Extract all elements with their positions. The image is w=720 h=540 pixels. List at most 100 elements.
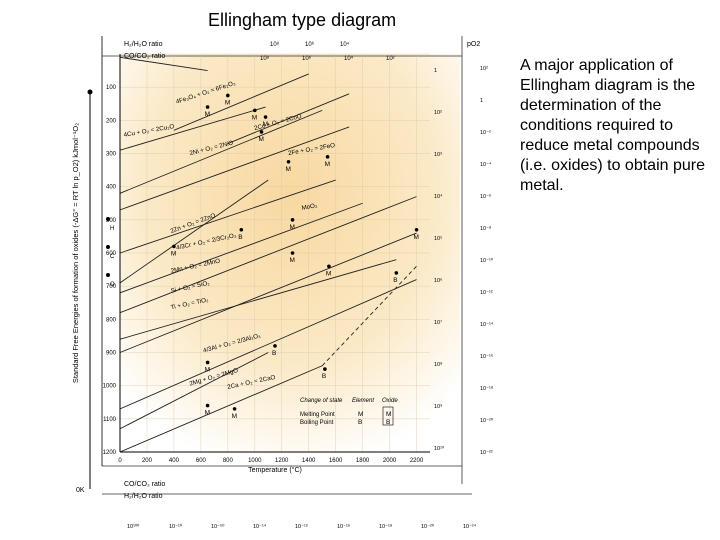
y-tick-label: 1000 [103, 384, 117, 390]
state-change-dot [263, 115, 268, 119]
right-scale-a-tick: 10⁻⁴ [480, 161, 492, 168]
state-change-dot [172, 244, 176, 249]
legend-oxide-symbol: M [386, 411, 391, 418]
right-scale-b-tick: 10² [434, 110, 442, 116]
state-change-dot [325, 155, 330, 159]
left-marker-dot [106, 245, 110, 249]
state-change-dot [205, 105, 210, 109]
right-scale-b-tick: 10³ [434, 152, 442, 158]
state-change-marker: M [225, 99, 230, 106]
left-marker-label: O [110, 282, 115, 288]
x-tick-label: 800 [223, 458, 234, 464]
state-change-marker: B [272, 350, 276, 357]
x-tick-label: 0 [118, 458, 122, 464]
right-scale-a-tick: 10⁻¹⁸ [480, 385, 493, 392]
x-tick-label: 600 [196, 458, 207, 464]
bottom-co-ratio-label: CO/CO₂ ratio [124, 481, 165, 488]
reaction-line [119, 179, 269, 284]
right-scale-a-tick: 10⁻⁶ [480, 193, 491, 200]
left-marker-dot [106, 217, 110, 221]
right-scale-a-tick: 10⁻¹⁴ [480, 321, 494, 328]
state-change-marker: M [232, 413, 237, 420]
state-change-dot [252, 108, 257, 113]
right-scale-a-tick: 10⁻¹⁰ [480, 257, 494, 264]
state-change-marker: B [238, 234, 242, 241]
state-change-marker: M [205, 366, 210, 373]
x-tick-label: 200 [142, 458, 153, 464]
right-scale-a-tick: 10⁻² [480, 130, 491, 136]
reaction-line [119, 196, 417, 314]
reaction-line [227, 93, 350, 144]
zero-k-label: 0K [76, 487, 85, 494]
right-scale-b-tick: 10¹⁰ [434, 445, 445, 452]
reaction-line [119, 109, 323, 194]
legend-row-label: Melting Point [300, 412, 335, 418]
state-change-dot [259, 130, 264, 134]
slide-title: Ellingham type diagram [208, 10, 397, 30]
ellingham-diagram: 0 200 400 600 800 1000 1200 1400 1600 1800 2000 220… [71, 36, 494, 530]
y-tick-label: 300 [106, 152, 117, 158]
state-change-marker: M [285, 166, 290, 173]
reaction-line [119, 126, 350, 211]
state-change-marker: M [414, 234, 419, 241]
right-scale-b-tick: 10⁷ [434, 319, 442, 326]
bottom-h2-ratio-label: H₂/H₂O ratio [124, 493, 163, 500]
x-tick-label: 1600 [329, 458, 343, 464]
state-change-dot [205, 403, 210, 408]
top-co-tick: 10² [386, 56, 395, 62]
state-change-marker: M [205, 111, 210, 118]
reaction-label: MoO₂ [301, 202, 318, 212]
top-co-tick: 10⁶ [302, 55, 312, 62]
reaction-line [119, 352, 269, 430]
y-tick-label: 1100 [103, 417, 117, 423]
description-text: A major application of Ellingham diagram… [520, 57, 705, 194]
axes: 0 200 400 600 800 1000 1200 1400 1600 1800 2000 220… [71, 54, 494, 494]
y-tick-label: 400 [106, 185, 117, 191]
legend: Change of state Element Oxide Melting Point… [300, 398, 398, 426]
x-tick-label: 1000 [248, 458, 262, 464]
state-change-marker: B [322, 373, 326, 380]
y-tick-label: 500 [106, 218, 117, 224]
state-change-dot [273, 344, 277, 348]
state-change-dot [323, 367, 327, 371]
right-scale-a-tick: 10⁻⁸ [480, 225, 491, 232]
y-tick-label: 800 [106, 317, 117, 323]
top-co-tick: 10⁸ [260, 55, 270, 62]
x-tick-label: 1400 [302, 458, 316, 464]
zero-k-point [87, 89, 93, 95]
reaction-line [119, 202, 363, 294]
state-change-marker: B [393, 277, 397, 284]
x-tick-label: 2000 [383, 458, 397, 464]
state-change-marker: M [259, 136, 264, 143]
y-tick-label: 1200 [103, 450, 117, 456]
state-change-marker: M [263, 121, 268, 128]
reaction-line [119, 56, 208, 72]
state-change-marker: M [290, 224, 295, 231]
reaction-line [173, 73, 309, 131]
state-change-dot [232, 407, 237, 411]
right-scale-b-tick: 10⁸ [434, 361, 442, 368]
legend-element-symbol: B [358, 419, 362, 426]
x-tick-label: 1800 [356, 458, 370, 464]
right-scale-b-tick: 10⁹ [434, 403, 442, 410]
reaction-line [119, 365, 323, 453]
legend-element-symbol: M [358, 411, 363, 418]
legend-row-label: Boiling Point [300, 420, 334, 426]
right-scale-b-tick: 10⁶ [434, 277, 442, 284]
state-change-dot [286, 159, 291, 164]
y-tick-label: 900 [106, 351, 117, 357]
legend-oxide-symbol: B [386, 419, 390, 426]
bottom-scale-number: 10⁻¹⁸ [379, 523, 392, 530]
po2-corner-label: pO2 [467, 41, 480, 48]
y-tick-label: 700 [106, 284, 117, 290]
bottom-scale-number: 10⁻⁵⁰ [211, 523, 225, 530]
state-change-dot [205, 360, 210, 365]
bottom-scale-number: 10¹⁰⁰ [127, 523, 140, 530]
bottom-scale-number: 10⁻²⁴ [463, 523, 477, 530]
state-change-marker: M [290, 257, 295, 264]
state-change-marker: M [171, 250, 176, 257]
x-tick-label: 400 [169, 458, 180, 464]
bottom-scale-number: 10⁻¹⁰ [169, 523, 183, 530]
right-scale-a-tick: 10² [480, 66, 488, 72]
y-tick-label: 600 [106, 251, 117, 257]
